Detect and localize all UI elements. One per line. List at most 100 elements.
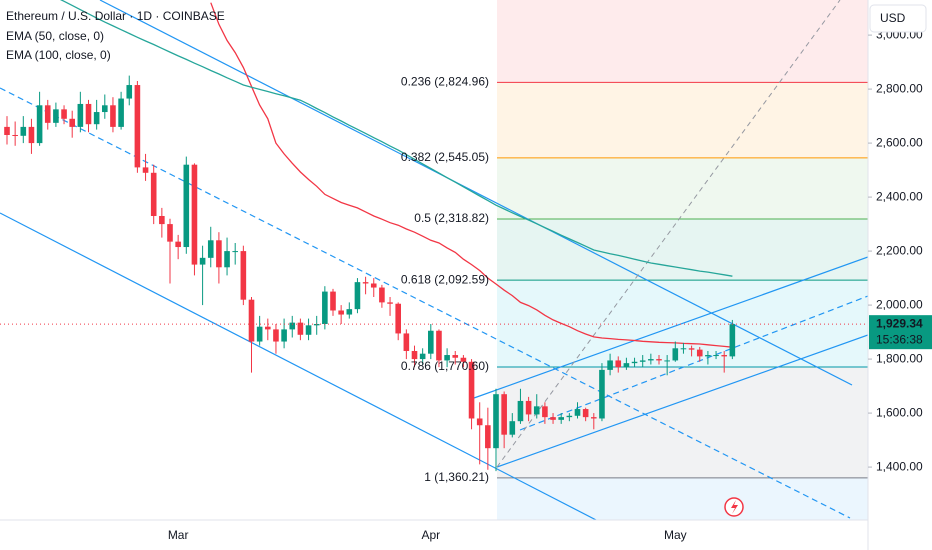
candle-body bbox=[713, 355, 719, 357]
candle-body bbox=[729, 324, 736, 357]
last-price: 1,929.34 bbox=[876, 316, 923, 330]
candle-body bbox=[61, 109, 67, 119]
candle-body bbox=[476, 418, 483, 426]
y-tick-label: 2,400.00 bbox=[876, 189, 923, 203]
projection bbox=[496, 0, 841, 468]
candle-body bbox=[517, 400, 524, 422]
candle-body bbox=[199, 257, 206, 265]
candle-body bbox=[721, 355, 727, 357]
candle-body bbox=[656, 359, 662, 361]
x-tick-label: Mar bbox=[168, 528, 189, 542]
fib-band bbox=[497, 477, 868, 520]
candle-body bbox=[370, 283, 377, 288]
candle-body bbox=[53, 109, 59, 123]
last-price-tag bbox=[869, 315, 932, 350]
candle-body bbox=[485, 425, 491, 449]
candle-body bbox=[525, 400, 532, 415]
candle-body bbox=[216, 240, 222, 268]
candle-body bbox=[672, 348, 679, 361]
candle-body bbox=[436, 330, 442, 361]
candle-body bbox=[224, 251, 230, 268]
candle-body bbox=[118, 98, 124, 127]
fib-label: 1 (1,360.21) bbox=[424, 470, 489, 484]
fib-band bbox=[497, 367, 868, 478]
candle-body bbox=[159, 215, 165, 225]
candle-body bbox=[28, 126, 35, 144]
legend-entry: EMA (50, close, 0) bbox=[6, 29, 104, 43]
candle-body bbox=[387, 302, 393, 304]
candle-body bbox=[305, 325, 312, 335]
candle-body bbox=[191, 164, 198, 265]
candle-body bbox=[607, 360, 613, 370]
candle-body bbox=[142, 167, 149, 173]
candle-body bbox=[44, 105, 51, 123]
candle-body bbox=[330, 291, 336, 311]
candle-body bbox=[338, 310, 344, 315]
candle-body bbox=[493, 394, 499, 449]
candle-body bbox=[207, 240, 214, 258]
candle-body bbox=[110, 105, 116, 127]
candle-body bbox=[460, 357, 467, 362]
candle-body bbox=[509, 421, 516, 435]
candle-body bbox=[256, 326, 263, 342]
candle-body bbox=[4, 126, 10, 135]
candle-body bbox=[379, 287, 385, 303]
candle-body bbox=[599, 369, 605, 419]
channel-line bbox=[99, 0, 853, 386]
candle-body bbox=[240, 251, 247, 300]
fib-band bbox=[497, 157, 868, 220]
candle-body bbox=[265, 326, 271, 330]
candle-body bbox=[354, 282, 361, 310]
candle-body bbox=[419, 353, 426, 360]
candle-body bbox=[150, 172, 157, 216]
fib-label: 0.618 (2,092.59) bbox=[401, 272, 489, 286]
plot bbox=[0, 0, 868, 472]
currency[interactable]: USD bbox=[880, 11, 906, 25]
ema-line bbox=[59, 0, 733, 277]
candle-body bbox=[93, 112, 100, 125]
fib-band bbox=[497, 0, 868, 83]
candle-body bbox=[444, 355, 450, 361]
candle-body bbox=[631, 361, 638, 364]
candle-body bbox=[452, 355, 459, 358]
candle-body bbox=[533, 406, 540, 415]
candle-body bbox=[542, 406, 548, 418]
candle-body bbox=[623, 363, 630, 368]
y-tick-label: 2,800.00 bbox=[876, 81, 923, 95]
fib-label: 0.382 (2,545.05) bbox=[401, 150, 489, 164]
candle-body bbox=[362, 282, 369, 284]
fib-zone bbox=[497, 0, 868, 520]
candle-body bbox=[688, 348, 695, 350]
price-axis: 1,400.00 1,600.00 1,800.00 2,000.00 2,200.00… bbox=[868, 27, 923, 473]
candle-body bbox=[134, 85, 141, 168]
candle-body bbox=[322, 291, 328, 324]
rising-channel bbox=[473, 256, 868, 399]
candle-body bbox=[183, 164, 190, 248]
x-tick-label: Apr bbox=[421, 528, 440, 542]
candle-body bbox=[273, 329, 279, 342]
candle-body bbox=[705, 355, 711, 357]
candle-body bbox=[126, 85, 133, 99]
fib-band bbox=[497, 219, 868, 281]
channel-line bbox=[0, 212, 598, 520]
candle-body bbox=[175, 241, 181, 248]
candle-body bbox=[346, 309, 353, 315]
legend-entry: EMA (100, close, 0) bbox=[6, 48, 111, 62]
candle-body bbox=[248, 299, 255, 342]
candle-body bbox=[395, 303, 401, 334]
candle-body bbox=[696, 349, 703, 357]
fib-band bbox=[497, 82, 868, 158]
rising-channel bbox=[496, 334, 868, 468]
y-tick-label: 2,600.00 bbox=[876, 135, 923, 149]
currency-button[interactable] bbox=[869, 4, 927, 33]
candle-body bbox=[680, 348, 687, 350]
candle-body bbox=[281, 329, 287, 342]
candle-body bbox=[591, 417, 597, 419]
y-tick-label: 1,400.00 bbox=[876, 459, 923, 473]
candle-body bbox=[639, 360, 646, 362]
labels: 0.236 (2,824.96) 0.382 (2,545.05) 0.5 (2,3… bbox=[401, 75, 489, 484]
candle-body bbox=[232, 251, 238, 253]
candle-body bbox=[167, 224, 173, 242]
candle-body bbox=[20, 126, 27, 136]
